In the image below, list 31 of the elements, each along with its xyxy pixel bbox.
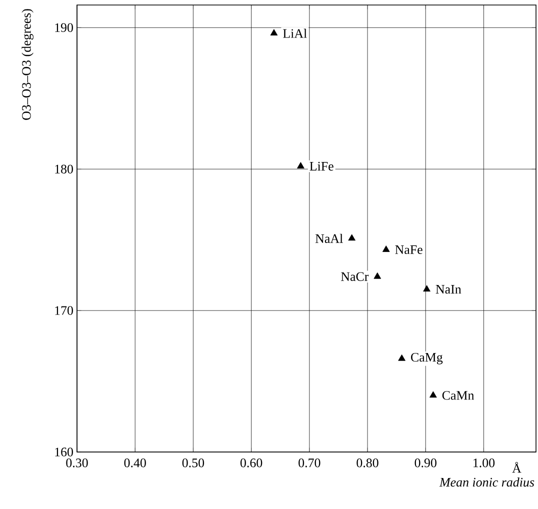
point — [374, 272, 382, 279]
y-tick-label: 190 — [55, 23, 73, 32]
x-tick-label: 0.30 — [66, 458, 88, 468]
x-tick-label: 0.80 — [356, 458, 378, 468]
point — [382, 246, 390, 252]
x-tick-label: 0.50 — [182, 458, 204, 468]
series-label: CaMg — [411, 352, 443, 364]
y-axis-title: O3–O3–O3 (degrees) — [22, 9, 34, 120]
point — [398, 354, 406, 361]
series-label: NaIn — [436, 285, 462, 294]
point — [270, 29, 278, 36]
point — [348, 234, 356, 241]
y-tick-label: 180 — [55, 164, 73, 174]
point — [297, 162, 304, 168]
x-axis-title: Mean ionic radius — [439, 478, 534, 487]
x-tick-label: 0.40 — [124, 458, 146, 468]
series-label: NaFe — [395, 245, 422, 254]
point — [423, 285, 430, 292]
y-tick-label: 170 — [55, 306, 73, 315]
series-label: CaMn — [442, 391, 474, 400]
series-label: NaAl — [315, 234, 343, 243]
series-label: LiAl — [283, 28, 307, 38]
text: Å — [512, 462, 522, 473]
point — [430, 391, 437, 398]
y-tick-label: 160 — [55, 448, 73, 456]
series-label: NaCr — [341, 272, 369, 281]
x-tick-label: 0.70 — [298, 458, 320, 468]
x-tick-label: 0.60 — [240, 458, 262, 468]
series-label: LiFe — [310, 162, 334, 171]
x-tick-label: 0.90 — [414, 458, 436, 468]
x-tick-label: 1.00 — [474, 458, 495, 468]
